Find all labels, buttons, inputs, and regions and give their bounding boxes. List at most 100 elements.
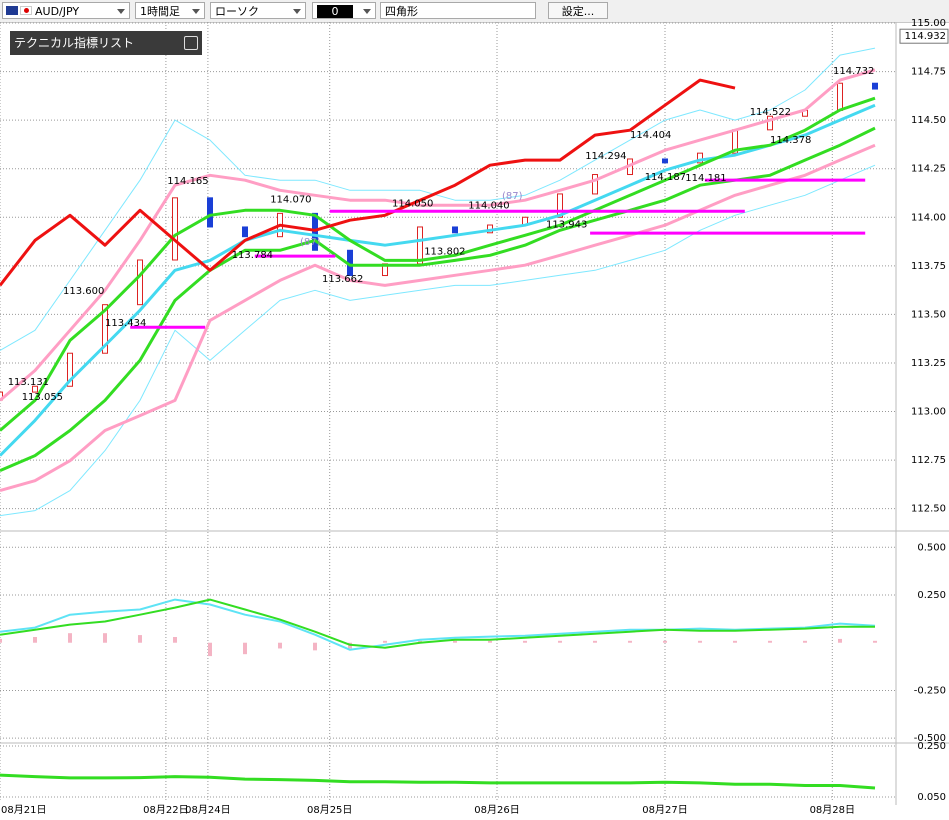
candle-up bbox=[697, 152, 703, 164]
y-tick-label: 113.00 bbox=[911, 407, 946, 418]
settings-button[interactable]: 設定... bbox=[548, 2, 608, 19]
price-annotation: 113.784 bbox=[232, 250, 273, 261]
histogram-bar bbox=[243, 642, 247, 655]
candle-up bbox=[557, 193, 563, 218]
series-line bbox=[0, 47, 876, 351]
series-line bbox=[0, 598, 876, 651]
histogram-bar bbox=[173, 637, 177, 643]
series-line bbox=[0, 164, 876, 517]
price-annotation: 114.165 bbox=[167, 176, 208, 187]
price-annotation: 114.378 bbox=[770, 135, 811, 146]
x-tick-label: 08月28日 bbox=[810, 804, 855, 816]
histogram-bar bbox=[593, 640, 597, 643]
symbol-select[interactable]: AUD/JPY bbox=[2, 2, 130, 19]
shape-field[interactable]: 四角形 bbox=[380, 2, 536, 19]
candle-up bbox=[67, 352, 73, 387]
candle-up bbox=[0, 391, 3, 401]
y-tick-label: 113.50 bbox=[911, 309, 946, 320]
candle-down bbox=[242, 226, 248, 238]
candle-down bbox=[452, 226, 458, 234]
style-value: 0 bbox=[317, 5, 353, 18]
x-tick-label: 08月22日 bbox=[143, 804, 188, 816]
price-annotation: 114.732 bbox=[833, 66, 874, 77]
y-tick-label: 113.25 bbox=[911, 358, 946, 369]
histogram-bar bbox=[453, 640, 457, 643]
histogram-bar bbox=[383, 640, 387, 643]
candle-up bbox=[102, 304, 108, 354]
price-annotation: 114.181 bbox=[685, 173, 726, 184]
histogram-bar bbox=[558, 640, 562, 643]
candle-up bbox=[32, 385, 38, 393]
y-tick-label: 0.050 bbox=[917, 792, 946, 803]
candle-up bbox=[137, 259, 143, 306]
y-tick-label: 0.250 bbox=[917, 590, 946, 601]
price-annotation: 114.404 bbox=[630, 130, 671, 141]
current-price-box bbox=[899, 28, 949, 44]
period-label: (87) bbox=[502, 191, 523, 202]
x-tick-label: 08月21日 bbox=[1, 804, 46, 816]
price-annotation: 113.662 bbox=[322, 274, 363, 285]
x-tick-label: 08月25日 bbox=[307, 804, 352, 816]
flag-icon bbox=[20, 6, 32, 15]
price-annotation: 114.050 bbox=[392, 199, 433, 210]
indicator-list-button[interactable]: テクニカル指標リスト bbox=[10, 31, 202, 55]
y-tick-label: 113.75 bbox=[911, 261, 946, 272]
series-line bbox=[0, 96, 876, 432]
x-tick-label: 08月26日 bbox=[474, 804, 519, 816]
histogram-bar bbox=[68, 633, 72, 643]
candle-down bbox=[872, 82, 878, 90]
candle-up bbox=[837, 82, 843, 111]
y-tick-label: -0.250 bbox=[914, 685, 946, 696]
candle-down bbox=[662, 158, 668, 164]
price-annotation: 114.070 bbox=[270, 195, 311, 206]
histogram-bar bbox=[313, 642, 317, 651]
x-tick-label: 08月24日 bbox=[185, 804, 230, 816]
series-line bbox=[0, 68, 876, 402]
x-tick-label: 08月27日 bbox=[642, 804, 687, 816]
candle-up bbox=[172, 197, 178, 261]
histogram-bar bbox=[768, 640, 772, 643]
flag-icon bbox=[6, 6, 18, 15]
period-label: (87) bbox=[300, 237, 321, 248]
histogram-bar bbox=[873, 640, 877, 643]
y-tick-label: 114.25 bbox=[911, 164, 946, 175]
y-tick-label: 115.00 bbox=[911, 18, 946, 29]
candle-up bbox=[417, 226, 423, 265]
candle-down bbox=[312, 212, 318, 251]
y-tick-label: 114.50 bbox=[911, 115, 946, 126]
y-tick-label: 0.250 bbox=[917, 741, 946, 752]
price-annotation: 114.522 bbox=[750, 107, 791, 118]
symbol-text: AUD/JPY bbox=[35, 5, 80, 18]
series-line bbox=[0, 598, 875, 649]
chart-type-select[interactable]: ローソク bbox=[210, 2, 306, 19]
histogram-bar bbox=[488, 640, 492, 643]
price-annotation: 113.131 bbox=[8, 377, 49, 388]
histogram-bar bbox=[628, 640, 632, 643]
timeframe-select[interactable]: 1時間足 bbox=[135, 2, 205, 19]
histogram-bar bbox=[663, 640, 667, 643]
histogram-bar bbox=[803, 640, 807, 643]
histogram-bar bbox=[698, 640, 702, 643]
price-annotation: 113.943 bbox=[546, 219, 587, 230]
y-tick-label: 112.75 bbox=[911, 455, 946, 466]
histogram-bar bbox=[0, 638, 2, 643]
price-annotation: 114.040 bbox=[468, 200, 509, 211]
histogram-bar bbox=[278, 642, 282, 649]
series-line bbox=[0, 103, 876, 457]
histogram-bar bbox=[33, 637, 37, 643]
histogram-bar bbox=[138, 635, 142, 643]
series-line bbox=[0, 78, 736, 287]
candle-up bbox=[592, 174, 598, 195]
price-annotation: 113.434 bbox=[105, 318, 146, 329]
indicator-icon bbox=[184, 36, 198, 50]
price-annotation: 113.802 bbox=[424, 247, 465, 258]
histogram-bar bbox=[838, 638, 842, 643]
style-select[interactable]: 0 bbox=[312, 2, 376, 19]
price-annotation: 113.055 bbox=[22, 392, 63, 403]
histogram-bar bbox=[523, 640, 527, 643]
y-tick-label: 114.75 bbox=[911, 67, 946, 78]
price-annotation: 113.600 bbox=[63, 286, 104, 297]
candle-up bbox=[767, 115, 773, 131]
